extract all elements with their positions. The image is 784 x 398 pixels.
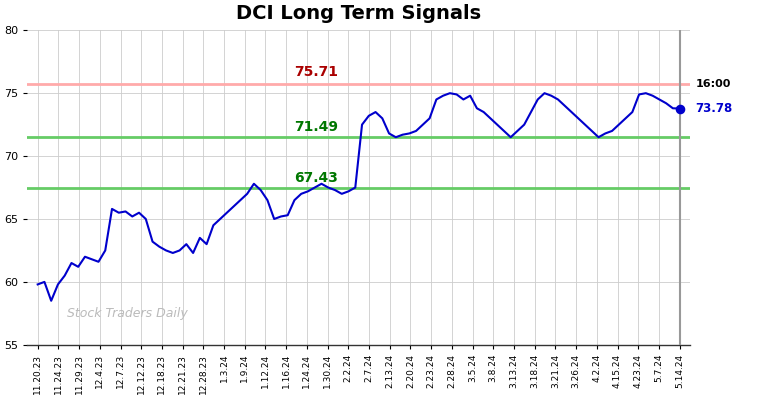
Text: 75.71: 75.71 bbox=[294, 65, 338, 79]
Text: 16:00: 16:00 bbox=[695, 79, 731, 89]
Point bbox=[673, 105, 686, 112]
Text: 67.43: 67.43 bbox=[294, 171, 338, 185]
Text: Stock Traders Daily: Stock Traders Daily bbox=[67, 306, 188, 320]
Text: 71.49: 71.49 bbox=[294, 119, 338, 134]
Title: DCI Long Term Signals: DCI Long Term Signals bbox=[236, 4, 481, 23]
Text: 73.78: 73.78 bbox=[695, 102, 733, 115]
